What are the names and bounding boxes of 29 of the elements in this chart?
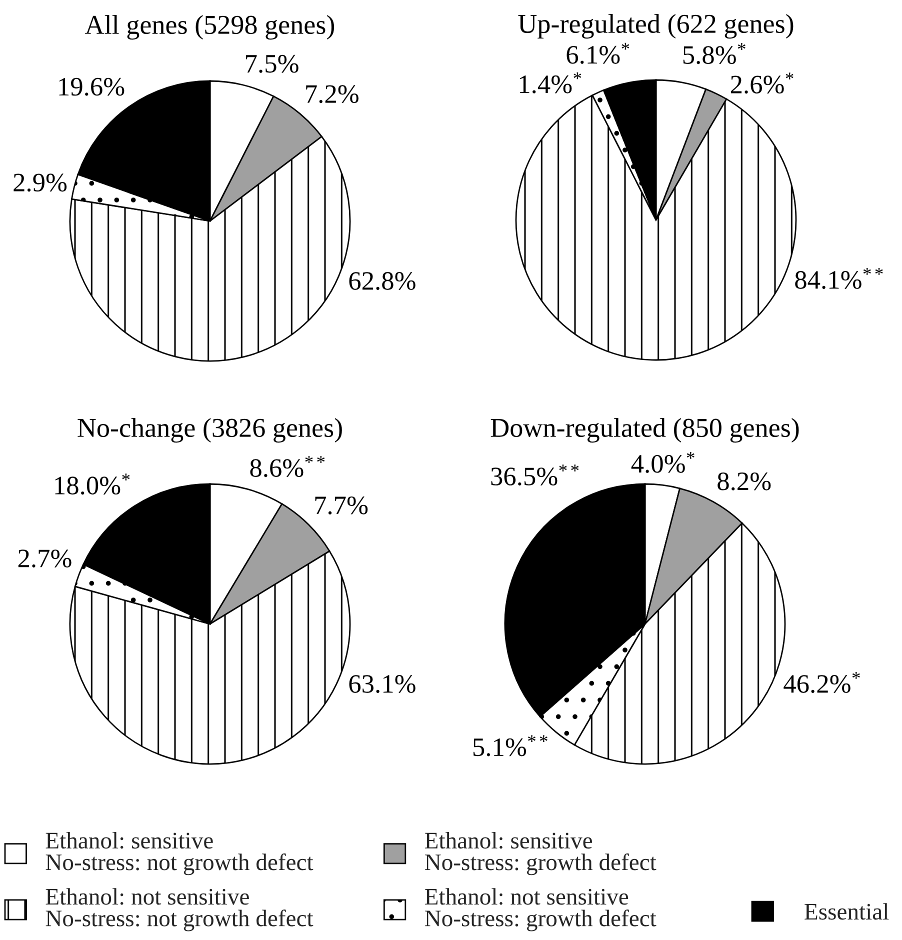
data-label: 8.6%$^{**}$ bbox=[250, 456, 325, 478]
chart-title: No-change (3826 genes) bbox=[78, 418, 342, 443]
data-label: 6.1%$^{*}$ bbox=[566, 42, 630, 64]
data-label: 19.6% bbox=[59, 78, 124, 96]
legend-label: Ethanol: sensitive No-stress: growth defect bbox=[424, 832, 656, 876]
data-label: 7.5% bbox=[246, 54, 298, 73]
legend-label: Ethanol: sensitive No-stress: not growth defect bbox=[46, 832, 314, 876]
data-label: 2.6%$^{*}$ bbox=[730, 72, 794, 94]
data-label: 7.7% bbox=[315, 496, 368, 514]
data-label: 4.0%$^{*}$ bbox=[631, 452, 694, 473]
data-label: 63.1% bbox=[349, 675, 416, 693]
data-label: 84.1%$^{**}$ bbox=[795, 268, 883, 289]
data-label: 1.4%$^{*}$ bbox=[520, 72, 582, 94]
legend-label: Essential bbox=[804, 903, 889, 920]
data-label: 5.1%$^{**}$ bbox=[473, 735, 548, 756]
data-label: 62.8% bbox=[349, 272, 416, 290]
data-label: 18.0%$^{*}$ bbox=[55, 474, 130, 495]
data-label: 36.5%$^{**}$ bbox=[491, 464, 579, 486]
data-label: 8.2% bbox=[718, 472, 771, 490]
legend-label: Ethanol: not sensitive No-stress: growth defect bbox=[424, 888, 656, 932]
data-label: 7.2% bbox=[306, 85, 358, 104]
chart-title: Down-regulated (850 genes) bbox=[490, 418, 799, 443]
data-label: 5.8%$^{*}$ bbox=[683, 43, 746, 64]
legend-label: Ethanol: not sensitive No-stress: not growth defect bbox=[46, 888, 314, 932]
data-label: 46.2%$^{*}$ bbox=[784, 672, 860, 693]
data-label: 2.7% bbox=[18, 550, 72, 568]
chart-title: All genes (5298 genes) bbox=[85, 14, 334, 40]
data-label: 2.9% bbox=[14, 174, 67, 192]
chart-title: Up-regulated (622 genes) bbox=[518, 14, 794, 39]
